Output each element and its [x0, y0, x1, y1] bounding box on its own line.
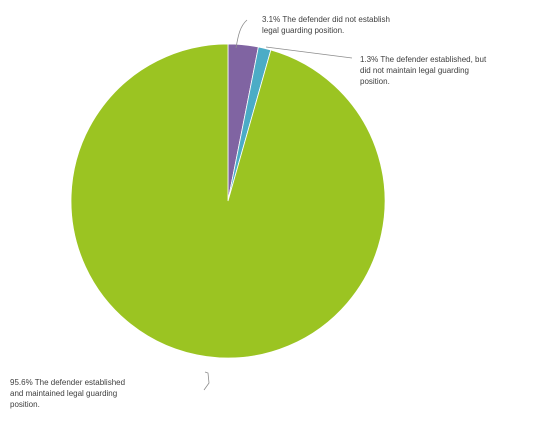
slice-label-2-line-1: 1.3% The defender established, but — [360, 55, 487, 64]
leader-lines — [203, 19, 353, 391]
slice-label-1: 3.1% The defender did not establish lega… — [262, 15, 392, 35]
slice-label-1-line-1: 3.1% The defender did not establish — [262, 15, 390, 24]
slice-label-3-line-3: position. — [10, 400, 40, 409]
leader-line-slice-2 — [265, 46, 353, 59]
leader-line-slice-3 — [203, 371, 210, 391]
slice-labels: 3.1% The defender did not establish lega… — [10, 15, 488, 409]
slice-label-2-line-2: did not maintain legal guarding — [360, 66, 469, 75]
slice-label-3-line-2: and maintained legal guarding — [10, 389, 117, 398]
slice-label-2: 1.3% The defender established, but did n… — [360, 55, 488, 86]
slice-label-3: 95.6% The defender established and maint… — [10, 378, 127, 409]
slice-label-3-line-1: 95.6% The defender established — [10, 378, 125, 387]
pie-slice-3 — [70, 43, 386, 359]
slice-label-1-line-2: legal guarding position. — [262, 26, 344, 35]
slice-label-2-line-3: position. — [360, 77, 390, 86]
pie-slices — [70, 43, 386, 359]
leader-line-slice-1 — [235, 19, 248, 49]
